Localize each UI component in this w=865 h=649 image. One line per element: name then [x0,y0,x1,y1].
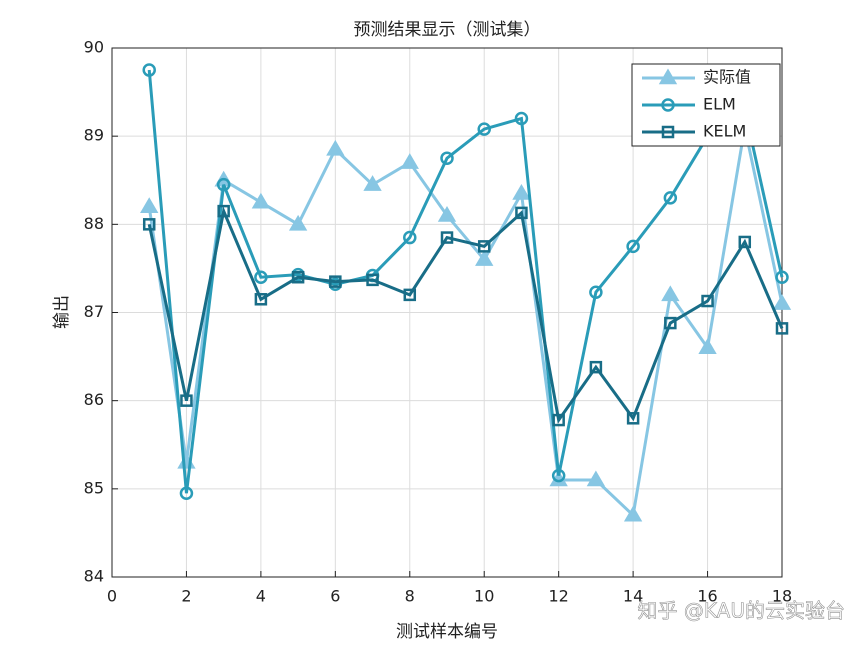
marker [140,197,159,213]
marker [738,235,752,249]
marker [142,63,156,77]
marker [626,239,640,254]
marker [251,192,271,209]
marker [775,322,789,335]
marker [661,125,675,139]
x-tick-label: 12 [548,587,568,606]
marker [623,505,643,522]
marker [403,230,417,245]
marker [589,360,603,374]
marker [663,191,678,205]
marker [775,270,789,284]
legend-label: 实际值 [703,68,751,87]
marker [329,275,342,288]
marker [440,231,454,244]
x-tick-label: 2 [181,587,191,606]
marker [291,270,305,284]
marker [664,316,677,330]
series-line [147,127,784,519]
marker [626,412,640,425]
x-tick-label: 10 [474,587,494,606]
marker [254,270,268,284]
marker [552,413,565,427]
marker [701,294,714,308]
marker [179,486,194,500]
chart-title: 预测结果显示（测试集） [354,20,541,40]
marker [477,122,491,136]
marker [589,285,603,299]
marker [366,273,379,287]
y-tick-label: 86 [84,390,104,409]
marker [512,183,531,200]
plot-frame [111,47,783,578]
marker [363,175,382,191]
marker [254,293,268,306]
marker [515,206,528,220]
x-tick-label: 14 [623,587,643,606]
marker [440,151,454,165]
watermark: 知乎 @KAU的云实验台 [638,599,845,623]
marker [477,240,491,253]
marker [658,68,678,85]
x-tick-label: 16 [697,587,717,606]
marker [288,214,308,231]
x-axis-label: 测试样本编号 [396,622,498,642]
y-tick-label: 84 [84,567,104,586]
y-tick-label: 89 [84,126,104,145]
y-tick-label: 87 [84,302,104,321]
marker [142,218,156,231]
series-line [147,69,784,494]
marker [180,394,193,407]
marker [661,98,675,112]
marker [514,111,529,126]
marker [551,468,566,483]
legend-label: ELM [703,95,736,114]
legend-label: KELM [703,122,746,141]
x-tick-label: 18 [772,587,792,606]
marker [400,153,419,169]
x-tick-label: 6 [330,587,340,606]
y-tick-label: 90 [84,38,104,57]
marker [772,294,792,310]
marker [437,206,457,222]
y-tick-label: 88 [84,214,104,233]
marker [403,288,417,302]
y-axis-label: 输出 [52,295,72,329]
marker [698,338,717,355]
marker [475,250,494,266]
marker [216,177,231,192]
marker [217,204,230,218]
marker [326,139,345,156]
y-tick-label: 85 [84,478,104,497]
marker [661,285,680,302]
x-tick-label: 8 [405,587,415,606]
x-tick-label: 4 [256,587,266,606]
marker [586,470,606,487]
x-tick-label: 0 [107,587,117,606]
